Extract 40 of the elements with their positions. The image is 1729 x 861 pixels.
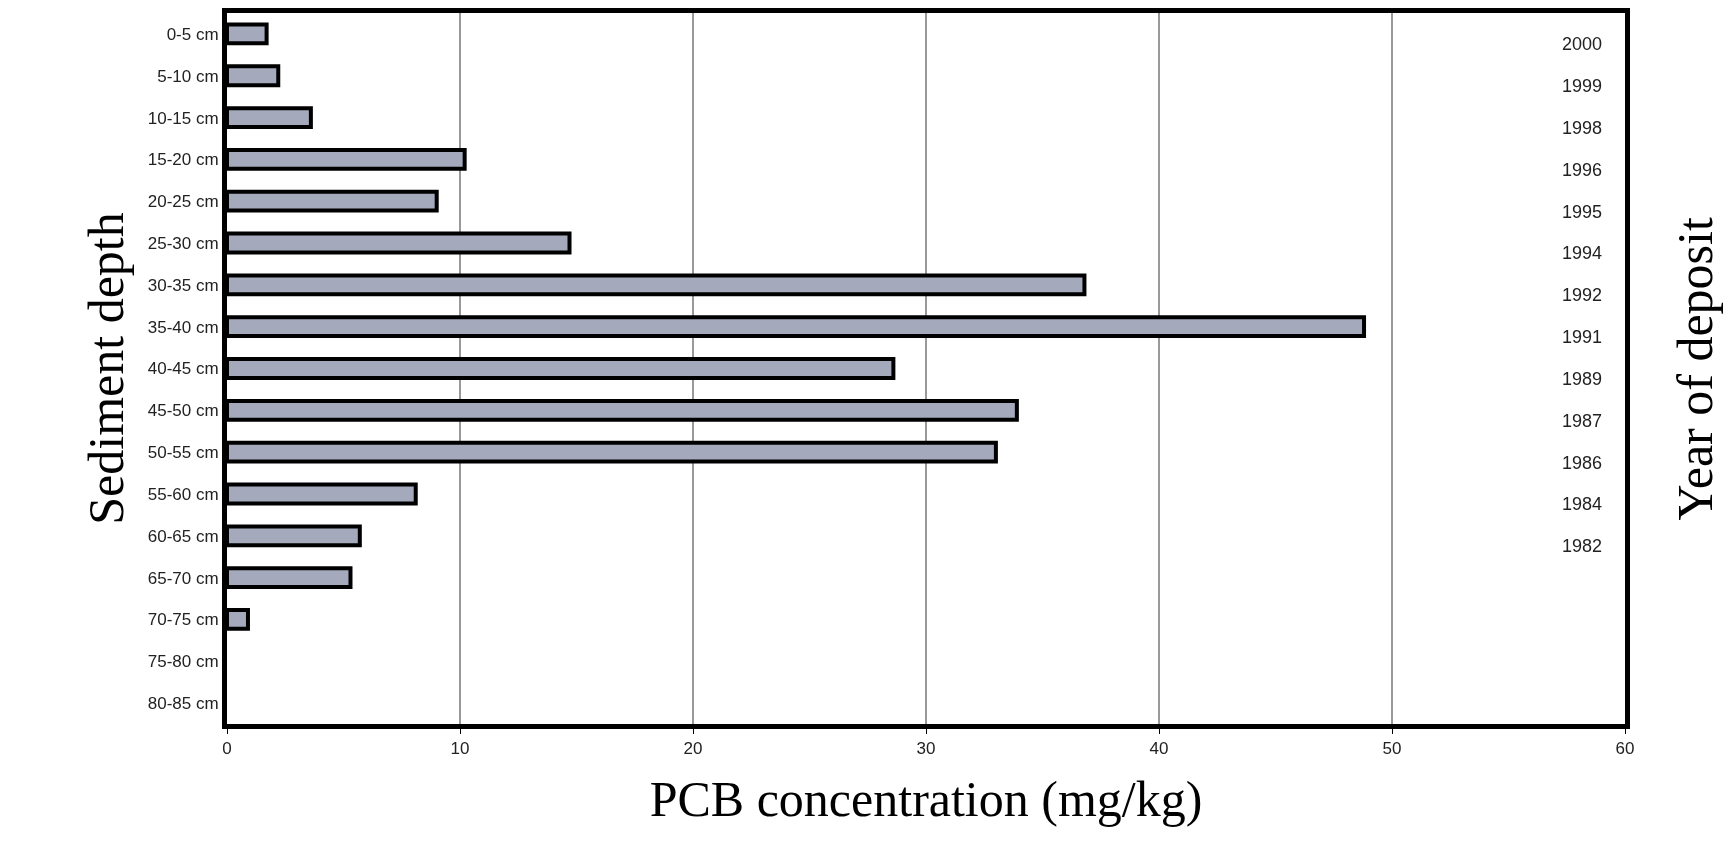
y-tick-label: 60-65 cm <box>147 526 219 546</box>
y2-tick-label: 1991 <box>1562 327 1603 347</box>
y-tick-label: 0-5 cm <box>166 24 219 44</box>
y-tick-label: 80-85 cm <box>147 694 219 714</box>
y-tick-label: 25-30 cm <box>147 233 219 253</box>
y2-tick-label: 1996 <box>1562 160 1603 180</box>
y2-tick-label: 2000 <box>1562 34 1603 54</box>
y2-tick-label: 1987 <box>1562 411 1603 431</box>
y-tick-label: 35-40 cm <box>147 317 219 337</box>
x-tick-label: 10 <box>450 739 470 759</box>
y-tick-label: 40-45 cm <box>147 359 219 379</box>
y-tick-label: 50-55 cm <box>147 443 219 463</box>
x-tick-label: 60 <box>1615 739 1635 759</box>
y-tick-label: 70-75 cm <box>147 610 219 630</box>
y2-tick-label: 1986 <box>1562 453 1603 473</box>
y2-tick-label: 1995 <box>1562 202 1603 222</box>
y2-tick-label: 1999 <box>1562 76 1603 96</box>
y2-tick-label: 1989 <box>1562 369 1603 389</box>
y2-tick-label: 1992 <box>1562 285 1603 305</box>
x-tick-label: 20 <box>683 739 703 759</box>
y-tick-label: 65-70 cm <box>147 568 219 588</box>
y2-tick-label: 1984 <box>1562 494 1603 514</box>
y-tick-label: 20-25 cm <box>147 192 219 212</box>
x-axis-title: PCB concentration (mg/kg) <box>649 770 1203 827</box>
y2-tick-label: 1998 <box>1562 118 1603 138</box>
x-tick-label: 0 <box>222 739 232 759</box>
y-tick-label: 15-20 cm <box>147 150 219 170</box>
y-tick-label: 55-60 cm <box>147 484 219 504</box>
y-tick-label: 5-10 cm <box>157 66 219 86</box>
x-tick-label: 50 <box>1382 739 1402 759</box>
y-tick-label: 45-50 cm <box>147 401 219 421</box>
x-tick-label: 30 <box>916 739 936 759</box>
y-tick-label: 75-80 cm <box>147 652 219 672</box>
x-tick-label: 40 <box>1149 739 1169 759</box>
y2-tick-label: 1994 <box>1562 243 1603 263</box>
y-tick-label: 30-35 cm <box>147 275 219 295</box>
y2-tick-label: 1982 <box>1562 536 1603 556</box>
y-axis-title: Sediment depth <box>77 212 134 525</box>
y-tick-label: 10-15 cm <box>147 108 219 128</box>
y2-axis-title: Year of deposit <box>1667 217 1724 521</box>
